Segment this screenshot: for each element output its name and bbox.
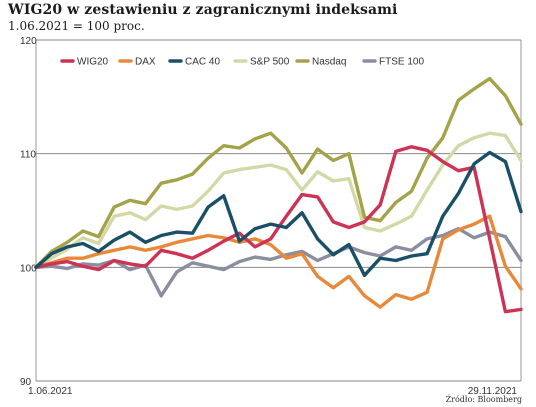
x-tick-label-end: 29.11.2021 [468, 386, 518, 397]
x-tick-label-start: 1.06.2021 [28, 386, 73, 397]
series-lines [34, 76, 523, 314]
legend-label-wig20: WIG20 [77, 57, 109, 68]
y-tick-label: 90 [20, 377, 32, 388]
chart-title: WIG20 w zestawieniu z zagranicznymi inde… [8, 2, 398, 18]
legend-label-s-p-500: S&P 500 [250, 57, 290, 68]
legend: WIG20 DAX CAC 40 S&P 500 Nasdaq FTSE 100 [60, 57, 424, 68]
legend-label-dax: DAX [135, 57, 156, 68]
y-tick-label: 100 [20, 263, 37, 274]
series-line-s-p-500 [34, 131, 523, 269]
source-note: Źródło: Bloomberg [446, 395, 522, 404]
series-line-cac-40 [34, 150, 523, 277]
chart-subtitle: 1.06.2021 = 100 proc. [8, 19, 145, 33]
legend-label-nasdaq: Nasdaq [312, 57, 346, 68]
series-line-wig20 [34, 145, 523, 314]
y-tick-label: 120 [20, 36, 37, 47]
series-line-dax [34, 214, 523, 309]
title-block: WIG20 w zestawieniu z zagranicznymi inde… [8, 2, 397, 33]
y-axis: 90 100 110 120 [20, 36, 37, 388]
x-axis: 1.06.2021 29.11.2021 [28, 386, 517, 397]
legend-label-cac-40: CAC 40 [185, 57, 220, 68]
series-line-nasdaq [34, 76, 523, 269]
grid [35, 39, 522, 382]
y-tick-label: 110 [20, 150, 36, 161]
legend-label-ftse-100: FTSE 100 [379, 57, 424, 68]
